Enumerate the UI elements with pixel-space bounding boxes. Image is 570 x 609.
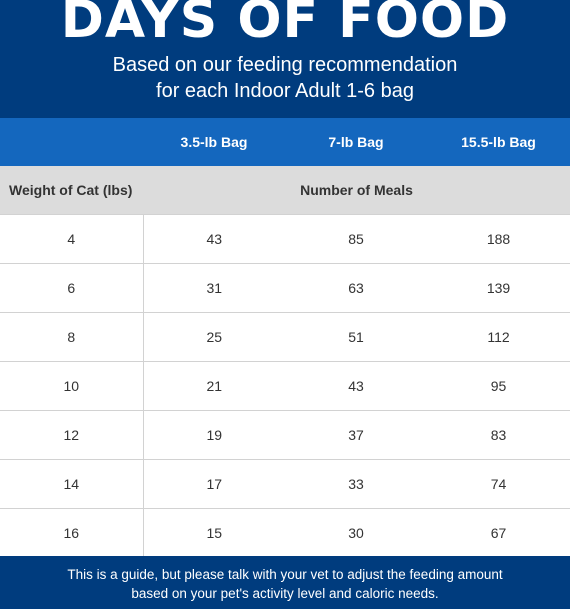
bag-size-header: 7-lb Bag xyxy=(285,118,427,166)
feeding-table-container: 3.5-lb Bag 7-lb Bag 15.5-lb Bag Weight o… xyxy=(0,118,570,557)
meals-cell: 43 xyxy=(285,361,427,411)
meals-cell: 43 xyxy=(143,214,285,264)
meals-cell: 139 xyxy=(427,263,570,313)
meals-cell: 17 xyxy=(143,459,285,509)
meals-cell: 30 xyxy=(285,508,427,557)
meals-column-label: Number of Meals xyxy=(143,166,570,215)
table-row: 12 19 37 83 xyxy=(0,410,570,460)
footer-line-1: This is a guide, but please talk with yo… xyxy=(67,567,503,582)
table-row: 14 17 33 74 xyxy=(0,459,570,509)
cat-weight-cell: 16 xyxy=(0,508,144,557)
meals-cell: 83 xyxy=(427,410,570,460)
empty-header-cell xyxy=(0,118,143,166)
page-title: DAYS OF FOOD xyxy=(60,0,510,50)
subtitle-line-2: for each Indoor Adult 1-6 bag xyxy=(156,80,414,102)
meals-cell: 37 xyxy=(285,410,427,460)
cat-weight-cell: 8 xyxy=(0,312,144,362)
footer-note: This is a guide, but please talk with yo… xyxy=(0,556,570,609)
meals-cell: 21 xyxy=(143,361,285,411)
meals-cell: 15 xyxy=(143,508,285,557)
meals-cell: 85 xyxy=(285,214,427,264)
bag-size-header: 15.5-lb Bag xyxy=(427,118,570,166)
subtitle-line-1: Based on our feeding recommendation xyxy=(112,54,458,76)
cat-weight-cell: 14 xyxy=(0,459,144,509)
meals-cell: 63 xyxy=(285,263,427,313)
meals-cell: 51 xyxy=(285,312,427,362)
cat-weight-cell: 12 xyxy=(0,410,144,460)
cat-weight-cell: 6 xyxy=(0,263,144,313)
table-row: 4 43 85 188 xyxy=(0,214,570,264)
meals-cell: 31 xyxy=(143,263,285,313)
footer-line-2: based on your pet's activity level and c… xyxy=(131,586,439,601)
bag-size-header: 3.5-lb Bag xyxy=(143,118,285,166)
meals-cell: 112 xyxy=(427,312,570,362)
weight-column-label: Weight of Cat (lbs) xyxy=(0,166,143,215)
meals-cell: 188 xyxy=(427,214,570,264)
meals-cell: 25 xyxy=(143,312,285,362)
days-of-food-table: 3.5-lb Bag 7-lb Bag 15.5-lb Bag Weight o… xyxy=(0,118,570,557)
page-subtitle: Based on our feeding recommendation for … xyxy=(0,52,570,104)
meals-cell: 33 xyxy=(285,459,427,509)
meals-cell: 19 xyxy=(143,410,285,460)
table-row: 8 25 51 112 xyxy=(0,312,570,362)
cat-weight-cell: 4 xyxy=(0,214,144,264)
meals-cell: 67 xyxy=(427,508,570,557)
column-label-row: Weight of Cat (lbs) Number of Meals xyxy=(0,166,570,215)
table-row: 6 31 63 139 xyxy=(0,263,570,313)
table-row: 10 21 43 95 xyxy=(0,361,570,411)
meals-cell: 74 xyxy=(427,459,570,509)
cat-weight-cell: 10 xyxy=(0,361,144,411)
table-row: 16 15 30 67 xyxy=(0,508,570,557)
meals-cell: 95 xyxy=(427,361,570,411)
bag-size-header-row: 3.5-lb Bag 7-lb Bag 15.5-lb Bag xyxy=(0,118,570,166)
header-banner: DAYS OF FOOD Based on our feeding recomm… xyxy=(0,0,570,118)
